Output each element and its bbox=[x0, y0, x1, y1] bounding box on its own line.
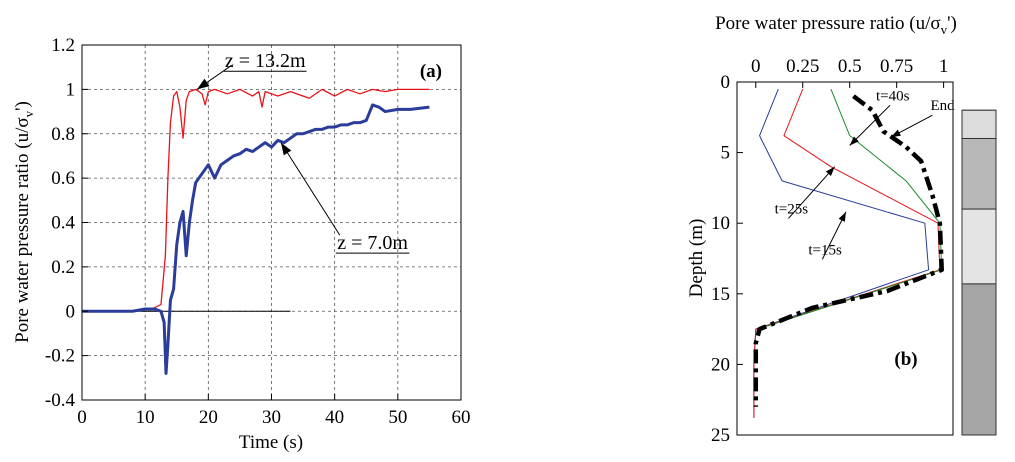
series-line-t-40s bbox=[757, 88, 943, 330]
soil-layer bbox=[961, 208, 997, 285]
series-line-end bbox=[753, 94, 944, 407]
chart-b-frame bbox=[736, 81, 954, 436]
chart-a: 0 10 20 30 40 50 60 -0.4-0.200.20.40.60.811.2 … bbox=[12, 35, 471, 453]
chart-b-y-ticks: 0 5 10 15 20 25 bbox=[711, 72, 743, 446]
chart-b-title-sub: v bbox=[941, 22, 948, 37]
chart-b-x-tick-label: 0.25 bbox=[786, 56, 819, 77]
chart-a-x-axis-label: Time (s) bbox=[239, 432, 303, 453]
chart-b: Pore water pressure ratio (u/σv') 0 0.25 0… bbox=[686, 13, 997, 446]
chart-a-x-ticks: 0 10 20 30 40 50 60 bbox=[77, 394, 471, 428]
chart-a-annotation-label: z = 7.0m bbox=[337, 232, 408, 254]
series-line-z-7-0m bbox=[82, 103, 430, 375]
chart-a-y-tick-label: 1.2 bbox=[51, 35, 75, 56]
chart-b-panel-label: (b) bbox=[894, 349, 917, 370]
chart-a-y-axis-label-sub: v bbox=[21, 110, 36, 117]
chart-b-x-ticks: 0 0.25 0.5 0.75 1 bbox=[751, 56, 948, 88]
chart-a-grid bbox=[82, 45, 461, 400]
chart-b-y-axis-label: Depth (m) bbox=[686, 219, 707, 298]
chart-b-x-tick-label: 1 bbox=[939, 56, 949, 77]
chart-b-y-tick-label: 5 bbox=[721, 143, 731, 164]
soil-layer bbox=[961, 109, 997, 139]
chart-b-y-tick-label: 10 bbox=[711, 213, 730, 234]
soil-profile-column bbox=[961, 109, 997, 436]
chart-a-annotation-arrow bbox=[280, 142, 341, 236]
soil-layer bbox=[961, 137, 997, 210]
chart-b-annotation-label: t=40s bbox=[876, 88, 910, 104]
chart-b-annotation-label: t=15s bbox=[808, 242, 842, 258]
chart-a-y-ticks: -0.4 -0.2 0 0.2 0.4 0.6 0.8 1 1.2 bbox=[45, 35, 88, 411]
chart-a-y-tick-label: 0.4 bbox=[51, 213, 75, 234]
chart-a-y-axis-label-main: Pore water pressure ratio (u/σ bbox=[12, 117, 33, 343]
chart-b-x-tick-label: 0.5 bbox=[838, 56, 862, 77]
soil-layer bbox=[961, 283, 997, 436]
chart-b-title: Pore water pressure ratio (u/σv') bbox=[715, 13, 957, 37]
chart-a-x-tick-label: 50 bbox=[388, 407, 407, 428]
chart-a-x-tick-label: 30 bbox=[262, 407, 281, 428]
chart-b-annotation-arrowhead bbox=[825, 166, 835, 177]
chart-b-y-tick-label: 0 bbox=[721, 72, 731, 93]
chart-a-panel-label: (a) bbox=[420, 61, 442, 82]
chart-b-y-tick-label: 20 bbox=[711, 354, 730, 375]
chart-a-annotation-arrowhead bbox=[196, 78, 210, 90]
chart-b-x-tick-label: 0 bbox=[751, 56, 761, 77]
chart-b-annotation-arrowhead bbox=[891, 129, 901, 138]
chart-a-y-tick-label: 1 bbox=[66, 79, 76, 100]
chart-b-annotation-label: End bbox=[930, 98, 955, 114]
chart-b-title-main: Pore water pressure ratio (u/σ bbox=[715, 13, 941, 34]
chart-a-y-axis-label: Pore water pressure ratio (u/σv') bbox=[12, 101, 36, 343]
series-line-z-13-2m bbox=[82, 88, 430, 312]
chart-a-x-tick-label: 60 bbox=[452, 407, 471, 428]
chart-a-series-group bbox=[82, 88, 430, 375]
chart-a-y-tick-label: 0 bbox=[66, 301, 76, 322]
chart-a-y-tick-label: 0.6 bbox=[51, 168, 75, 189]
chart-b-annotation-arrowhead bbox=[838, 211, 846, 222]
chart-a-annotation-label: z = 13.2m bbox=[225, 50, 306, 72]
chart-a-annotation-arrowhead bbox=[280, 142, 292, 156]
chart-a-annotations: z = 13.2m z = 7.0m bbox=[196, 50, 410, 254]
chart-a-x-tick-label: 0 bbox=[77, 407, 87, 428]
chart-b-y-tick-label: 25 bbox=[711, 425, 730, 446]
chart-b-y-tick-label: 15 bbox=[711, 284, 730, 305]
chart-b-x-tick-label: 0.75 bbox=[880, 56, 913, 77]
chart-a-y-axis-label-tail: ') bbox=[12, 101, 33, 111]
chart-b-annotation-arrowhead bbox=[849, 136, 859, 146]
chart-a-y-tick-label: 0.8 bbox=[51, 124, 75, 145]
chart-b-series-group bbox=[753, 88, 944, 419]
chart-b-annotation-arrow bbox=[788, 166, 836, 219]
chart-a-x-tick-label: 40 bbox=[325, 407, 344, 428]
chart-b-annotation-arrow bbox=[849, 105, 891, 146]
chart-a-x-tick-label: 10 bbox=[136, 407, 155, 428]
chart-a-x-tick-label: 20 bbox=[199, 407, 218, 428]
chart-a-y-tick-label: 0.2 bbox=[51, 257, 75, 278]
chart-a-y-tick-label: -0.2 bbox=[45, 346, 75, 367]
chart-b-title-tail: ') bbox=[947, 13, 957, 34]
chart-a-y-tick-label: -0.4 bbox=[45, 390, 76, 411]
